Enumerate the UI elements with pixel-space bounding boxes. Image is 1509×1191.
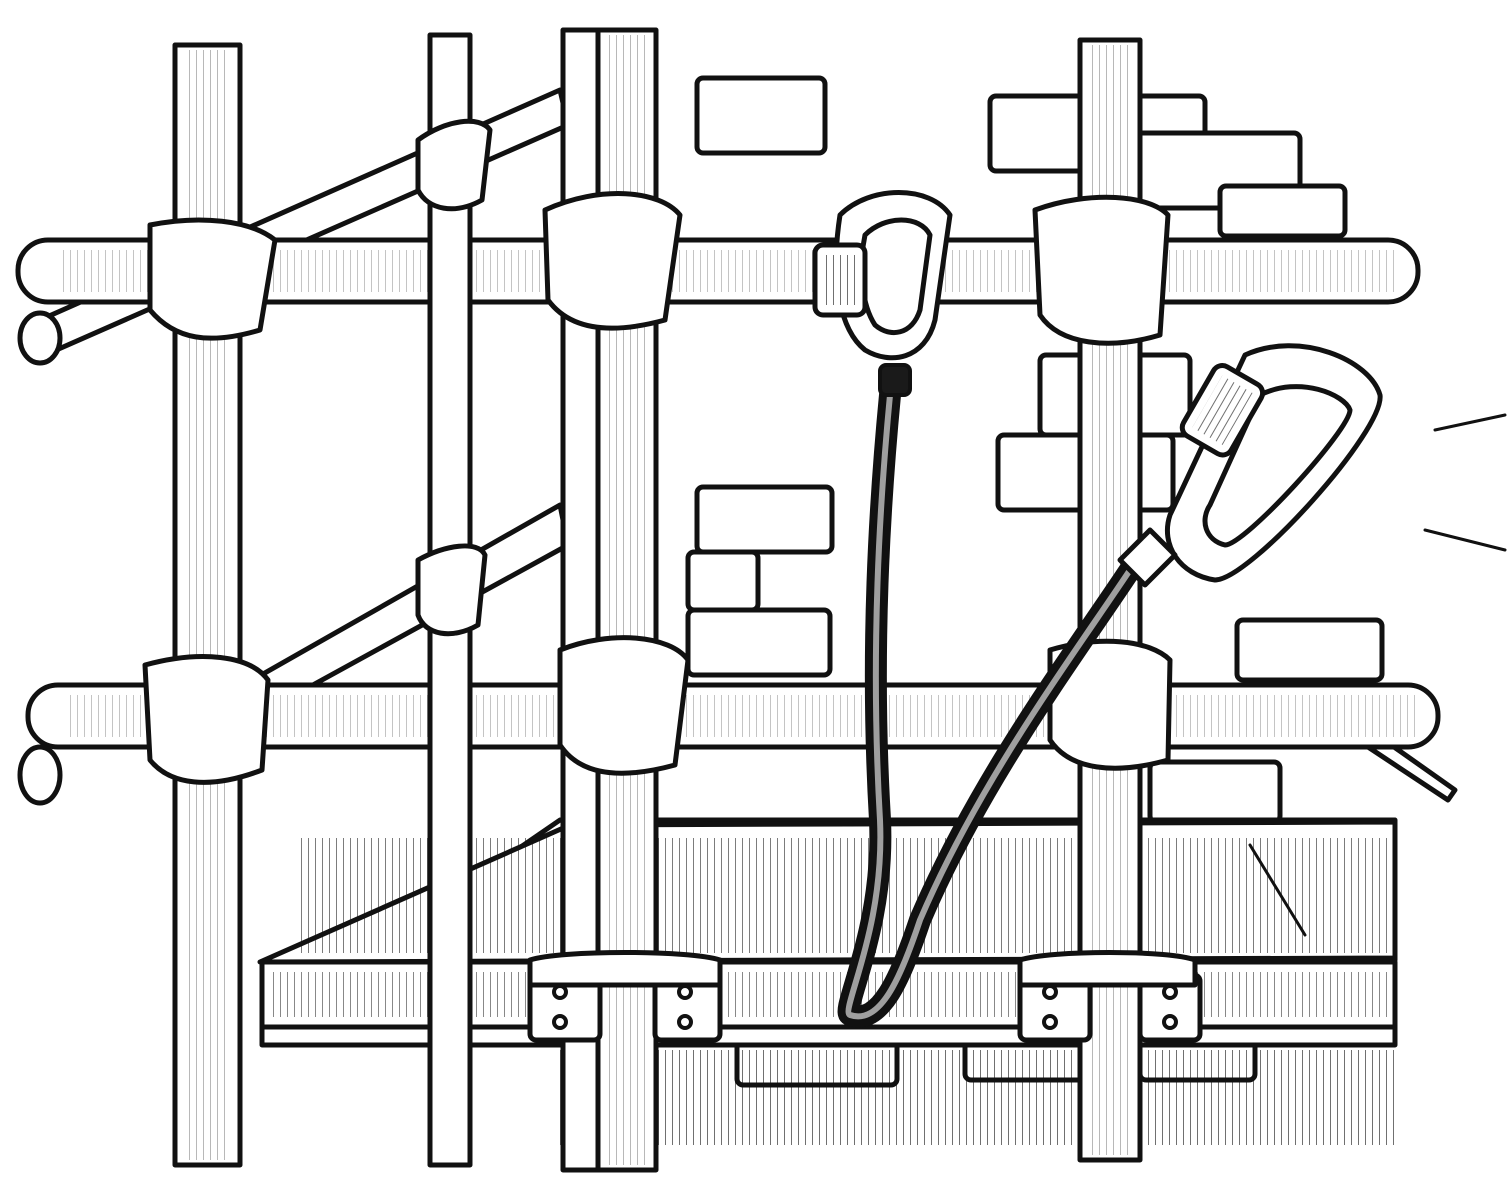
lanyard — [837, 384, 1141, 1028]
carabiner-icon — [1117, 343, 1383, 588]
motion-lines-icon — [1423, 413, 1507, 552]
rope-lashing — [142, 118, 1173, 785]
carabiner-icon — [812, 190, 953, 397]
pipe-clamp — [527, 950, 1203, 1043]
